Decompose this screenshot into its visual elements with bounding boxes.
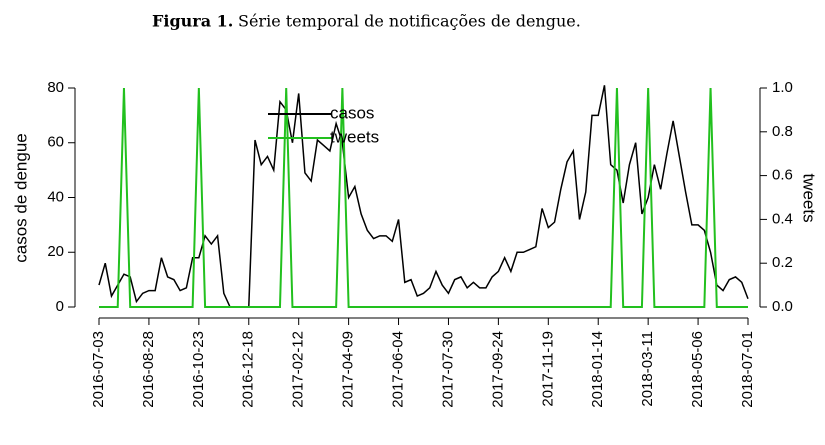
y2-tick-label: 0.0	[772, 298, 793, 315]
x-tick-label: 2018-07-01	[739, 331, 756, 408]
series-line	[98, 85, 749, 308]
title-label: Figura 1.	[152, 12, 233, 31]
x-tick-label: 2017-06-04	[390, 331, 407, 408]
y-tick-label: 40	[47, 188, 64, 205]
x-tick-label: 2016-12-18	[240, 331, 257, 408]
y-tick-label: 60	[47, 134, 64, 151]
y-tick-label: 0	[56, 298, 64, 315]
x-tick-label: 2017-04-09	[340, 331, 357, 408]
x-tick-label: 2017-09-24	[489, 331, 506, 408]
x-tick-label: 2016-10-23	[190, 331, 207, 408]
y-axis-label: casos de dengue	[11, 133, 30, 263]
y2-tick-label: 0.8	[772, 123, 793, 140]
y2-axis-label: tweets	[800, 173, 819, 222]
x-tick-label: 2017-02-12	[290, 331, 307, 408]
x-tick-label: 2017-07-30	[439, 331, 456, 408]
chart-title: Série temporal de notificações de dengue…	[238, 12, 581, 31]
series-line	[99, 87, 748, 308]
y-tick-label: 20	[47, 243, 64, 260]
y2-tick-label: 0.4	[772, 210, 793, 227]
x-tick-label: 2016-08-28	[140, 331, 157, 408]
y-tick-label: 80	[47, 79, 64, 96]
x-tick-label: 2018-03-11	[639, 331, 656, 407]
y2-tick-label: 0.2	[772, 254, 793, 271]
legend-label: casos	[330, 103, 374, 122]
legend-label: tweets	[330, 127, 379, 146]
y2-tick-label: 1.0	[772, 79, 793, 96]
x-tick-label: 2017-11-19	[539, 331, 556, 407]
x-tick-label: 2016-07-03	[90, 331, 107, 408]
x-tick-label: 2018-01-14	[589, 331, 606, 408]
y2-tick-label: 0.6	[772, 167, 793, 184]
x-tick-label: 2018-05-06	[689, 331, 706, 408]
